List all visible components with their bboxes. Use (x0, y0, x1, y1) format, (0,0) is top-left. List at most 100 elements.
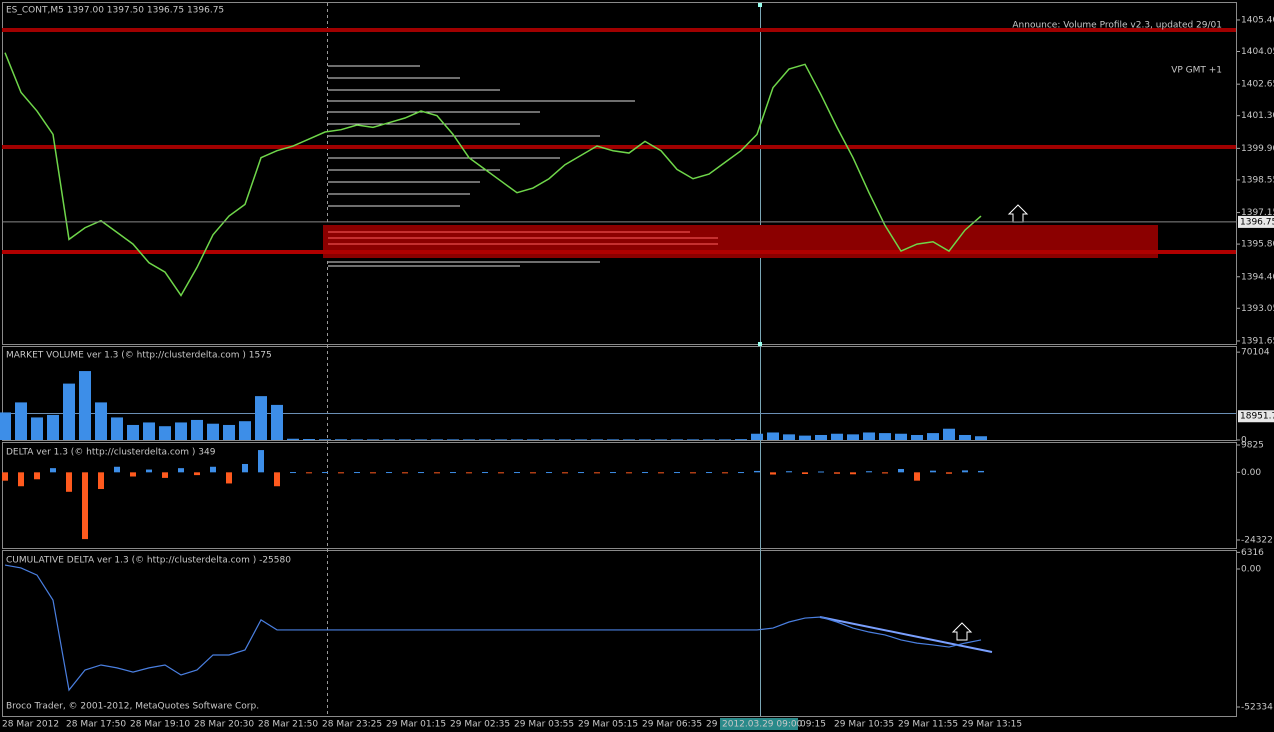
delta-bar (834, 472, 840, 474)
y-tick-label: 1393.05 (1241, 304, 1274, 314)
y-tick-label: 1395.80 (1241, 240, 1274, 250)
volume-bar (95, 402, 107, 440)
x-tick-label: 09:15 (800, 720, 826, 730)
level-line (2, 145, 1236, 149)
volume-bar (943, 428, 955, 440)
x-tick-label: 28 Mar 20:30 (194, 720, 254, 730)
delta-bar (178, 468, 184, 473)
y-tick-label: 1401.30 (1241, 111, 1274, 121)
cum-delta-frame (2, 550, 1237, 717)
delta-bar (354, 472, 360, 474)
volume-profile-red (328, 231, 718, 245)
price-frame (2, 2, 1237, 345)
y-tick-label: -52334 (1241, 703, 1273, 713)
delta-bar (34, 472, 40, 480)
volume-bar (31, 417, 43, 440)
volume-bar (623, 439, 635, 440)
volume-bar (863, 432, 875, 440)
y-tick-label: 1402.65 (1241, 80, 1274, 90)
delta-bar (498, 472, 504, 474)
volume-bar (767, 432, 779, 440)
volume-bar (335, 439, 347, 440)
volume-bar (0, 412, 11, 440)
delta-bar (610, 472, 616, 474)
volume-bar (383, 439, 395, 440)
cursor-time: 2012.03.29 09:00 (722, 720, 803, 730)
delta-bar (738, 472, 744, 474)
delta-bar (514, 472, 520, 474)
delta-bar (210, 466, 216, 473)
delta-bar (802, 472, 808, 474)
volume-bar (895, 433, 907, 440)
delta-bar (258, 450, 264, 473)
delta-frame (2, 442, 1237, 549)
delta-bar (642, 472, 648, 474)
volume-bar (415, 439, 427, 440)
delta-bar (2, 472, 8, 481)
delta-bar (114, 466, 120, 473)
symbol-info: ES_CONT,M5 1397.00 1397.50 1396.75 1396.… (6, 6, 224, 16)
volume-bar (879, 433, 891, 440)
x-tick-label: 29 Mar 05:15 (578, 720, 638, 730)
delta-bar (194, 472, 200, 476)
volume-bar (639, 439, 651, 440)
volume-bar (159, 426, 171, 440)
y-tick-label: 1404.05 (1241, 47, 1274, 57)
panel-title: MARKET VOLUME ver 1.3 (© http://clusterd… (6, 351, 272, 361)
delta-bar (226, 472, 232, 484)
volume-bar (543, 439, 555, 440)
delta-bar (546, 472, 552, 474)
volume-bar (399, 439, 411, 440)
x-tick-label: 29 (706, 720, 718, 730)
x-tick-label: 28 Mar 23:25 (322, 720, 382, 730)
volume-bar (927, 433, 939, 440)
delta-bar (722, 472, 728, 474)
volume-bar (127, 424, 139, 440)
volume-bar (287, 438, 299, 440)
volume-bar (271, 404, 283, 440)
delta-bar (418, 472, 424, 474)
volume-bar (607, 439, 619, 440)
delta-bar (290, 472, 296, 474)
x-tick-label: 29 Mar 06:35 (642, 720, 702, 730)
footer: Broco Trader, © 2001-2012, MetaQuotes So… (6, 702, 259, 712)
volume-bar (47, 414, 59, 440)
volume-bar (431, 439, 443, 440)
y-tick-label: 9825 (1241, 440, 1264, 450)
volume-bar (527, 439, 539, 440)
x-tick-label: 28 Mar 2012 (2, 720, 59, 730)
level-label: 18951.7 (1240, 412, 1274, 422)
volume-bar (63, 383, 75, 440)
delta-bar (770, 472, 776, 475)
crosshair-handle (758, 3, 762, 7)
y-tick-label: 0.00 (1241, 468, 1261, 478)
y-tick-label: 0 (1241, 436, 1247, 446)
delta-bar (978, 470, 984, 473)
y-tick-label: 70104 (1241, 348, 1270, 358)
delta-bar (386, 472, 392, 474)
delta-bar (562, 472, 568, 474)
delta-bar (162, 472, 168, 478)
y-tick-label: 1397.15 (1241, 208, 1274, 218)
volume-bar (143, 422, 155, 440)
delta-bar (466, 472, 472, 474)
x-tick-label: 28 Mar 19:10 (130, 720, 190, 730)
cursor-time-box (720, 718, 798, 730)
delta-bar (786, 471, 792, 473)
delta-bar (706, 472, 712, 474)
delta-bar (866, 471, 872, 473)
delta-bar (434, 472, 440, 474)
delta-bar (50, 468, 56, 473)
volume-bar (255, 396, 267, 440)
delta-bar (66, 472, 72, 492)
delta-bar (274, 472, 280, 487)
volume-frame (2, 346, 1237, 441)
volume-profile (328, 65, 635, 267)
volume-bar (975, 436, 987, 440)
volume-bar (351, 439, 363, 440)
delta-bar (146, 469, 152, 473)
x-tick-label: 29 Mar 10:35 (834, 720, 894, 730)
volume-bar (191, 419, 203, 440)
volume-bar (479, 439, 491, 440)
volume-bar (815, 434, 827, 440)
